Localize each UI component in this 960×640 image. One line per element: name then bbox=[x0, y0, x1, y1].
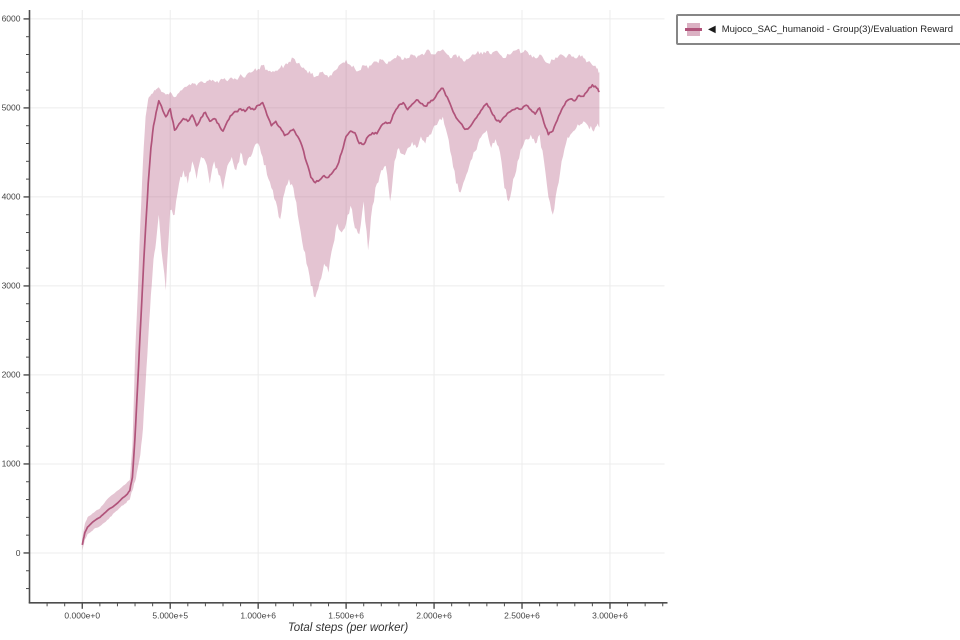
y-tick-label: 3000 bbox=[2, 281, 21, 291]
y-tick-label: 5000 bbox=[2, 103, 21, 113]
y-tick-label: 1000 bbox=[2, 459, 21, 469]
mean-line bbox=[81, 83, 601, 546]
legend-line-swatch bbox=[685, 28, 702, 31]
gridlines bbox=[29, 10, 665, 603]
confidence-band bbox=[82, 48, 600, 551]
x-axis-title: Total steps (per worker) bbox=[287, 622, 409, 634]
x-tick-label: 3.000e+6 bbox=[592, 610, 628, 620]
y-tick-label: 2000 bbox=[2, 370, 21, 380]
y-tick-label: 6000 bbox=[2, 14, 21, 24]
x-tick-label: 2.500e+6 bbox=[504, 610, 540, 620]
legend-entry[interactable]: Mujoco_SAC_humanoid - Group(3)/Evaluatio… bbox=[721, 24, 953, 35]
x-tick-label: 1.500e+6 bbox=[328, 610, 364, 620]
legend-series-swatch bbox=[685, 23, 702, 36]
y-tick-label: 0 bbox=[16, 548, 21, 558]
axes: 0 1000 2000 3000 4000 5000 6000 0.000e+0 5.000e+… bbox=[2, 10, 668, 620]
x-tick-label: 5.000e+5 bbox=[152, 610, 188, 620]
x-tick-label: 2.000e+6 bbox=[416, 610, 452, 620]
y-tick-label: 4000 bbox=[2, 192, 21, 202]
x-tick-label: 0.000e+0 bbox=[64, 610, 100, 620]
legend-marker-icon: ◀ bbox=[708, 23, 716, 35]
legend: ◀ Mujoco_SAC_humanoid - Group(3)/Evaluat… bbox=[676, 14, 960, 45]
x-tick-label: 1.000e+6 bbox=[240, 610, 276, 620]
